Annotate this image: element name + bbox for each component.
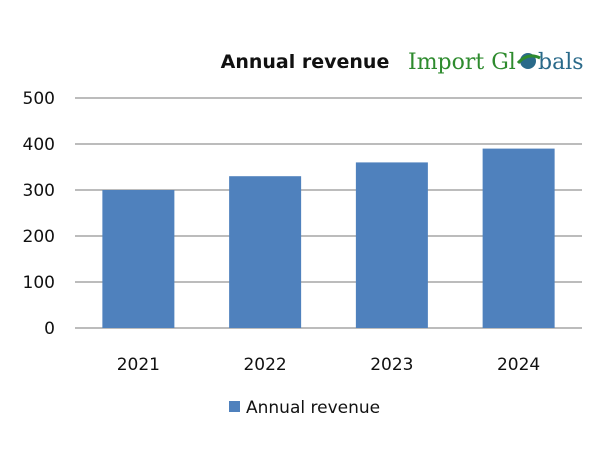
legend-label: Annual revenue [246, 398, 380, 418]
x-tick-label: 2021 [117, 355, 160, 375]
y-tick-label: 0 [44, 319, 55, 339]
y-tick-label: 500 [23, 89, 55, 109]
x-tick-label: 2023 [370, 355, 413, 375]
logo: Import Gl bals [408, 50, 584, 75]
legend-swatch [229, 401, 240, 412]
bar-2024 [482, 148, 555, 328]
y-tick-label: 400 [23, 135, 55, 155]
chart-title: Annual revenue [221, 51, 390, 73]
y-tick-label: 300 [23, 181, 55, 201]
bar-2023 [355, 162, 428, 328]
globe-swoosh [516, 54, 541, 65]
bar-2022 [229, 176, 302, 328]
x-tick-label: 2022 [243, 355, 286, 375]
y-tick-label: 200 [23, 227, 55, 247]
legend: Annual revenue [229, 398, 380, 418]
x-tick-label: 2024 [497, 355, 540, 375]
logo-text-globals: bals [538, 50, 584, 75]
logo-text-import: Import Gl [408, 50, 516, 75]
bar-2021 [102, 190, 175, 328]
y-tick-label: 100 [23, 273, 55, 293]
